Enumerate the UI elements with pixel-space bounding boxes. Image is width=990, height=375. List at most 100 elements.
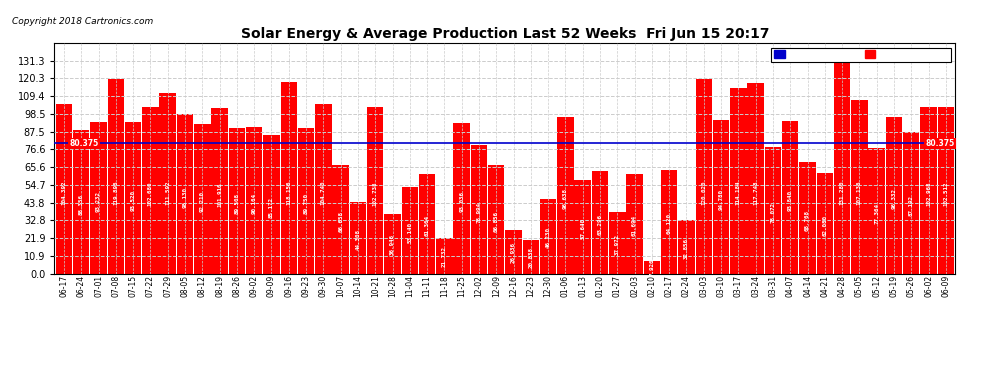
Text: 96.332: 96.332 xyxy=(891,188,897,209)
Bar xyxy=(731,88,746,274)
Bar xyxy=(592,171,608,274)
Bar xyxy=(886,117,902,274)
Bar xyxy=(229,128,246,274)
Text: 68.768: 68.768 xyxy=(805,210,810,231)
Bar xyxy=(108,79,124,274)
Text: 90.164: 90.164 xyxy=(251,193,256,214)
Text: 118.156: 118.156 xyxy=(286,180,291,205)
Bar xyxy=(609,212,626,274)
Text: 78.994: 78.994 xyxy=(476,202,481,223)
Bar xyxy=(921,106,937,274)
Text: 120.020: 120.020 xyxy=(701,180,706,205)
Text: 32.856: 32.856 xyxy=(684,238,689,259)
Text: 64.120: 64.120 xyxy=(666,213,671,234)
Text: 88.356: 88.356 xyxy=(79,194,84,215)
Bar xyxy=(764,147,781,274)
Bar xyxy=(194,124,211,274)
Text: 102.738: 102.738 xyxy=(372,182,378,206)
Bar xyxy=(73,130,89,274)
Bar xyxy=(437,238,452,274)
Bar xyxy=(661,170,677,274)
Text: 114.184: 114.184 xyxy=(736,180,741,205)
Bar xyxy=(298,128,314,274)
Text: 21.732: 21.732 xyxy=(442,246,446,267)
Bar xyxy=(402,188,418,274)
Bar xyxy=(143,107,158,274)
Text: 66.658: 66.658 xyxy=(339,211,344,232)
Bar xyxy=(125,122,142,274)
Text: 94.780: 94.780 xyxy=(719,189,724,210)
Text: 63.296: 63.296 xyxy=(598,214,603,235)
Bar xyxy=(747,82,764,274)
Text: 89.508: 89.508 xyxy=(235,194,240,214)
Bar xyxy=(367,107,383,274)
Bar xyxy=(55,104,72,274)
Bar xyxy=(505,230,522,274)
Text: 77.364: 77.364 xyxy=(874,203,879,224)
Text: 37.972: 37.972 xyxy=(615,234,620,255)
Text: 102.512: 102.512 xyxy=(943,182,948,206)
Text: 93.840: 93.840 xyxy=(788,190,793,211)
Text: 93.232: 93.232 xyxy=(96,190,101,211)
Bar xyxy=(246,128,262,274)
Text: 104.740: 104.740 xyxy=(321,180,326,205)
Bar xyxy=(488,165,505,274)
Text: 102.680: 102.680 xyxy=(148,182,152,206)
Bar xyxy=(557,117,573,274)
Bar xyxy=(453,123,470,274)
Bar xyxy=(315,104,332,274)
Title: Solar Energy & Average Production Last 52 Weeks  Fri Jun 15 20:17: Solar Energy & Average Production Last 5… xyxy=(241,27,769,40)
Text: 111.592: 111.592 xyxy=(165,180,170,205)
Text: 85.172: 85.172 xyxy=(269,197,274,218)
Text: 80.375: 80.375 xyxy=(926,139,954,148)
Text: 20.838: 20.838 xyxy=(529,247,534,268)
Text: 119.896: 119.896 xyxy=(113,180,119,205)
Bar xyxy=(212,108,228,274)
Text: 117.748: 117.748 xyxy=(753,180,758,205)
Text: 93.036: 93.036 xyxy=(459,191,464,212)
Text: 26.936: 26.936 xyxy=(511,242,516,263)
Bar xyxy=(349,202,366,274)
Text: 36.946: 36.946 xyxy=(390,234,395,255)
Bar xyxy=(851,100,867,274)
Text: Copyright 2018 Cartronics.com: Copyright 2018 Cartronics.com xyxy=(12,17,153,26)
Text: 57.640: 57.640 xyxy=(580,218,585,239)
Text: 107.136: 107.136 xyxy=(857,180,862,205)
Bar xyxy=(419,174,436,274)
Bar xyxy=(627,174,643,274)
Bar xyxy=(90,122,107,274)
Text: 93.520: 93.520 xyxy=(131,190,136,211)
Bar xyxy=(938,107,954,274)
Text: 78.072: 78.072 xyxy=(770,202,775,223)
Text: 101.916: 101.916 xyxy=(217,182,222,207)
Bar xyxy=(903,132,920,274)
Bar xyxy=(574,180,591,274)
Bar xyxy=(333,165,348,274)
Bar xyxy=(782,122,798,274)
Bar xyxy=(280,82,297,274)
Bar xyxy=(696,79,712,274)
Text: 46.230: 46.230 xyxy=(545,227,550,248)
Text: 44.308: 44.308 xyxy=(355,229,360,250)
Bar xyxy=(644,261,660,274)
Bar xyxy=(868,148,885,274)
Bar xyxy=(384,214,401,274)
Text: 7.926: 7.926 xyxy=(649,259,654,276)
Bar xyxy=(471,146,487,274)
Bar xyxy=(799,162,816,274)
Text: 92.210: 92.210 xyxy=(200,191,205,212)
Text: 66.856: 66.856 xyxy=(494,211,499,232)
Text: 61.364: 61.364 xyxy=(425,215,430,236)
Legend: Average  (kWh), Weekly  (kWh): Average (kWh), Weekly (kWh) xyxy=(771,48,950,62)
Bar xyxy=(834,60,850,274)
Bar xyxy=(540,199,556,274)
Bar xyxy=(159,93,176,274)
Text: 102.968: 102.968 xyxy=(926,181,931,206)
Text: 89.750: 89.750 xyxy=(304,193,309,214)
Bar xyxy=(713,120,730,274)
Bar xyxy=(817,173,833,274)
Text: 131.280: 131.280 xyxy=(840,180,844,205)
Text: 80.375: 80.375 xyxy=(69,139,98,148)
Bar xyxy=(523,240,539,274)
Text: 62.080: 62.080 xyxy=(823,215,828,236)
